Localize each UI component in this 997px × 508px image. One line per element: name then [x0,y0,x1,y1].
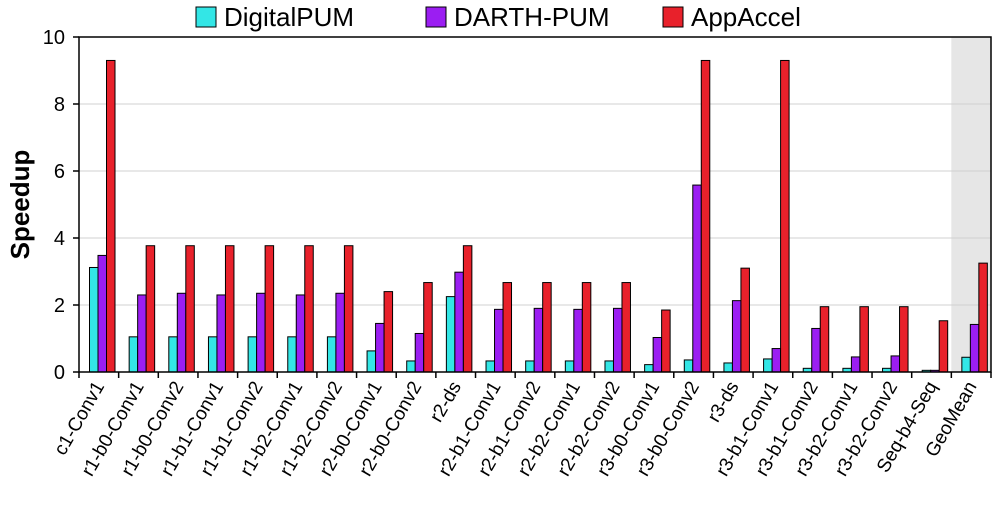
bar-appaccel-r2-b0-conv1 [383,291,394,373]
bar-darth-pum-r2-b1-conv1 [494,308,504,373]
bar-darth-pum-r1-b2-conv1 [295,294,306,373]
bar-darth-pum-r3-b2-conv1 [850,356,861,373]
bar-appaccel-r1-b1-conv1 [224,245,235,373]
bar-digitalpum-r1-b2-conv2 [326,336,337,373]
legend-label-darth-pum: DARTH-PUM [454,2,610,32]
grid-lines [79,36,991,306]
y-tick-label: 2 [54,295,65,317]
y-tick-label: 8 [54,94,65,116]
bar-appaccel-r3-b1-conv1 [780,59,790,373]
bar-digitalpum-r3-b1-conv1 [763,358,773,373]
bar-appaccel-r2-b1-conv1 [502,282,513,373]
bar-appaccel-seq-b4-seq [938,320,949,373]
y-tick-labels: 0 2 4 6 8 10 [43,27,65,384]
bar-darth-pum-r1-b1-conv1 [216,294,226,373]
bar-appaccel-c1-conv1 [106,59,116,373]
bar-digitalpum-r1-b1-conv2 [247,336,258,373]
y-tick-label: 10 [43,27,65,49]
bar-digitalpum-geomean [961,356,971,373]
bar-darth-pum-r2-b1-conv2 [533,307,544,373]
bar-appaccel-r3-b1-conv2 [819,306,830,373]
bar-appaccel-r3-b2-conv2 [899,306,909,373]
bar-darth-pum-geomean [969,323,980,373]
legend-label-appaccel: AppAccel [691,2,801,32]
bar-digitalpum-r2-b1-conv2 [525,360,535,373]
x-tick-label: r2-ds [426,378,466,426]
bar-appaccel-r3-ds [740,267,750,373]
bar-appaccel-r3-b2-conv1 [859,306,869,373]
y-tick-label: 6 [54,161,65,183]
bar-darth-pum-r2-b2-conv2 [612,307,623,373]
axes [73,36,992,378]
plot-frame [78,36,992,373]
bar-appaccel-r1-b0-conv1 [145,245,156,373]
bar-appaccel-r1-b0-conv2 [185,245,195,373]
bar-appaccel-geomean [978,262,988,373]
bar-digitalpum-r1-b0-conv2 [168,336,178,373]
bar-digitalpum-r3-b0-conv2 [683,359,694,373]
bar-digitalpum-r3-ds [723,362,733,373]
bar-digitalpum-r2-b2-conv1 [564,360,575,373]
y-tick-label: 4 [54,228,65,250]
legend-swatch-appaccel [662,6,684,28]
bar-appaccel-r2-b1-conv2 [542,282,552,373]
bar-darth-pum-r3-ds [731,300,742,373]
bar-darth-pum-r1-b2-conv2 [335,292,345,373]
bar-digitalpum-r2-b0-conv1 [366,350,377,373]
y-axis-title: Speedup [5,150,35,260]
bar-darth-pum-c1-conv1 [97,254,107,373]
bar-digitalpum-r2-ds [445,296,456,373]
legend: DigitalPUM DARTH-PUM AppAccel [195,2,801,32]
x-tick-label: r3-ds [704,378,744,426]
bar-darth-pum-r2-b0-conv2 [414,332,425,373]
bar-digitalpum-r2-b0-conv2 [406,360,416,373]
bar-darth-pum-r1-b1-conv2 [256,292,266,373]
bar-appaccel-r2-b2-conv2 [621,282,631,373]
bar-darth-pum-r2-b2-conv1 [573,308,583,373]
bar-appaccel-r2-b2-conv1 [581,282,592,373]
bar-digitalpum-r2-b2-conv2 [604,360,614,373]
bar-digitalpum-r1-b0-conv1 [128,336,139,373]
legend-label-digitalpum: DigitalPUM [224,2,354,32]
bars [89,59,988,373]
bar-digitalpum-r1-b1-conv1 [207,336,218,373]
bar-darth-pum-r1-b0-conv2 [176,292,187,373]
bar-appaccel-r2-b0-conv2 [423,282,433,373]
bar-darth-pum-r2-b0-conv1 [375,322,385,373]
legend-swatch-digitalpum [195,6,217,28]
bar-darth-pum-r3-b0-conv1 [652,336,663,373]
bar-darth-pum-r3-b1-conv1 [771,348,782,373]
bar-appaccel-r3-b0-conv1 [661,309,671,373]
bar-digitalpum-r1-b2-conv1 [287,336,297,373]
bar-digitalpum-c1-conv1 [89,266,99,373]
bar-appaccel-r1-b1-conv2 [264,245,275,373]
bar-digitalpum-r3-b0-conv1 [644,364,654,373]
x-category-labels: c1-Conv1r1-b0-Conv1r1-b0-Conv2r1-b1-Conv… [50,378,981,480]
legend-swatch-darth-pum [425,6,447,28]
bar-darth-pum-r3-b1-conv2 [811,327,821,373]
bar-darth-pum-r1-b0-conv1 [137,294,147,373]
y-tick-label: 0 [54,362,65,384]
bar-appaccel-r3-b0-conv2 [700,59,711,373]
bar-darth-pum-r3-b2-conv2 [890,355,901,373]
bar-darth-pum-r2-ds [454,271,464,373]
bar-darth-pum-r3-b0-conv2 [692,184,702,373]
bar-digitalpum-r2-b1-conv1 [485,360,496,373]
bar-appaccel-r1-b2-conv1 [304,245,314,373]
bar-appaccel-r2-ds [462,245,473,373]
bar-appaccel-r1-b2-conv2 [343,245,354,373]
